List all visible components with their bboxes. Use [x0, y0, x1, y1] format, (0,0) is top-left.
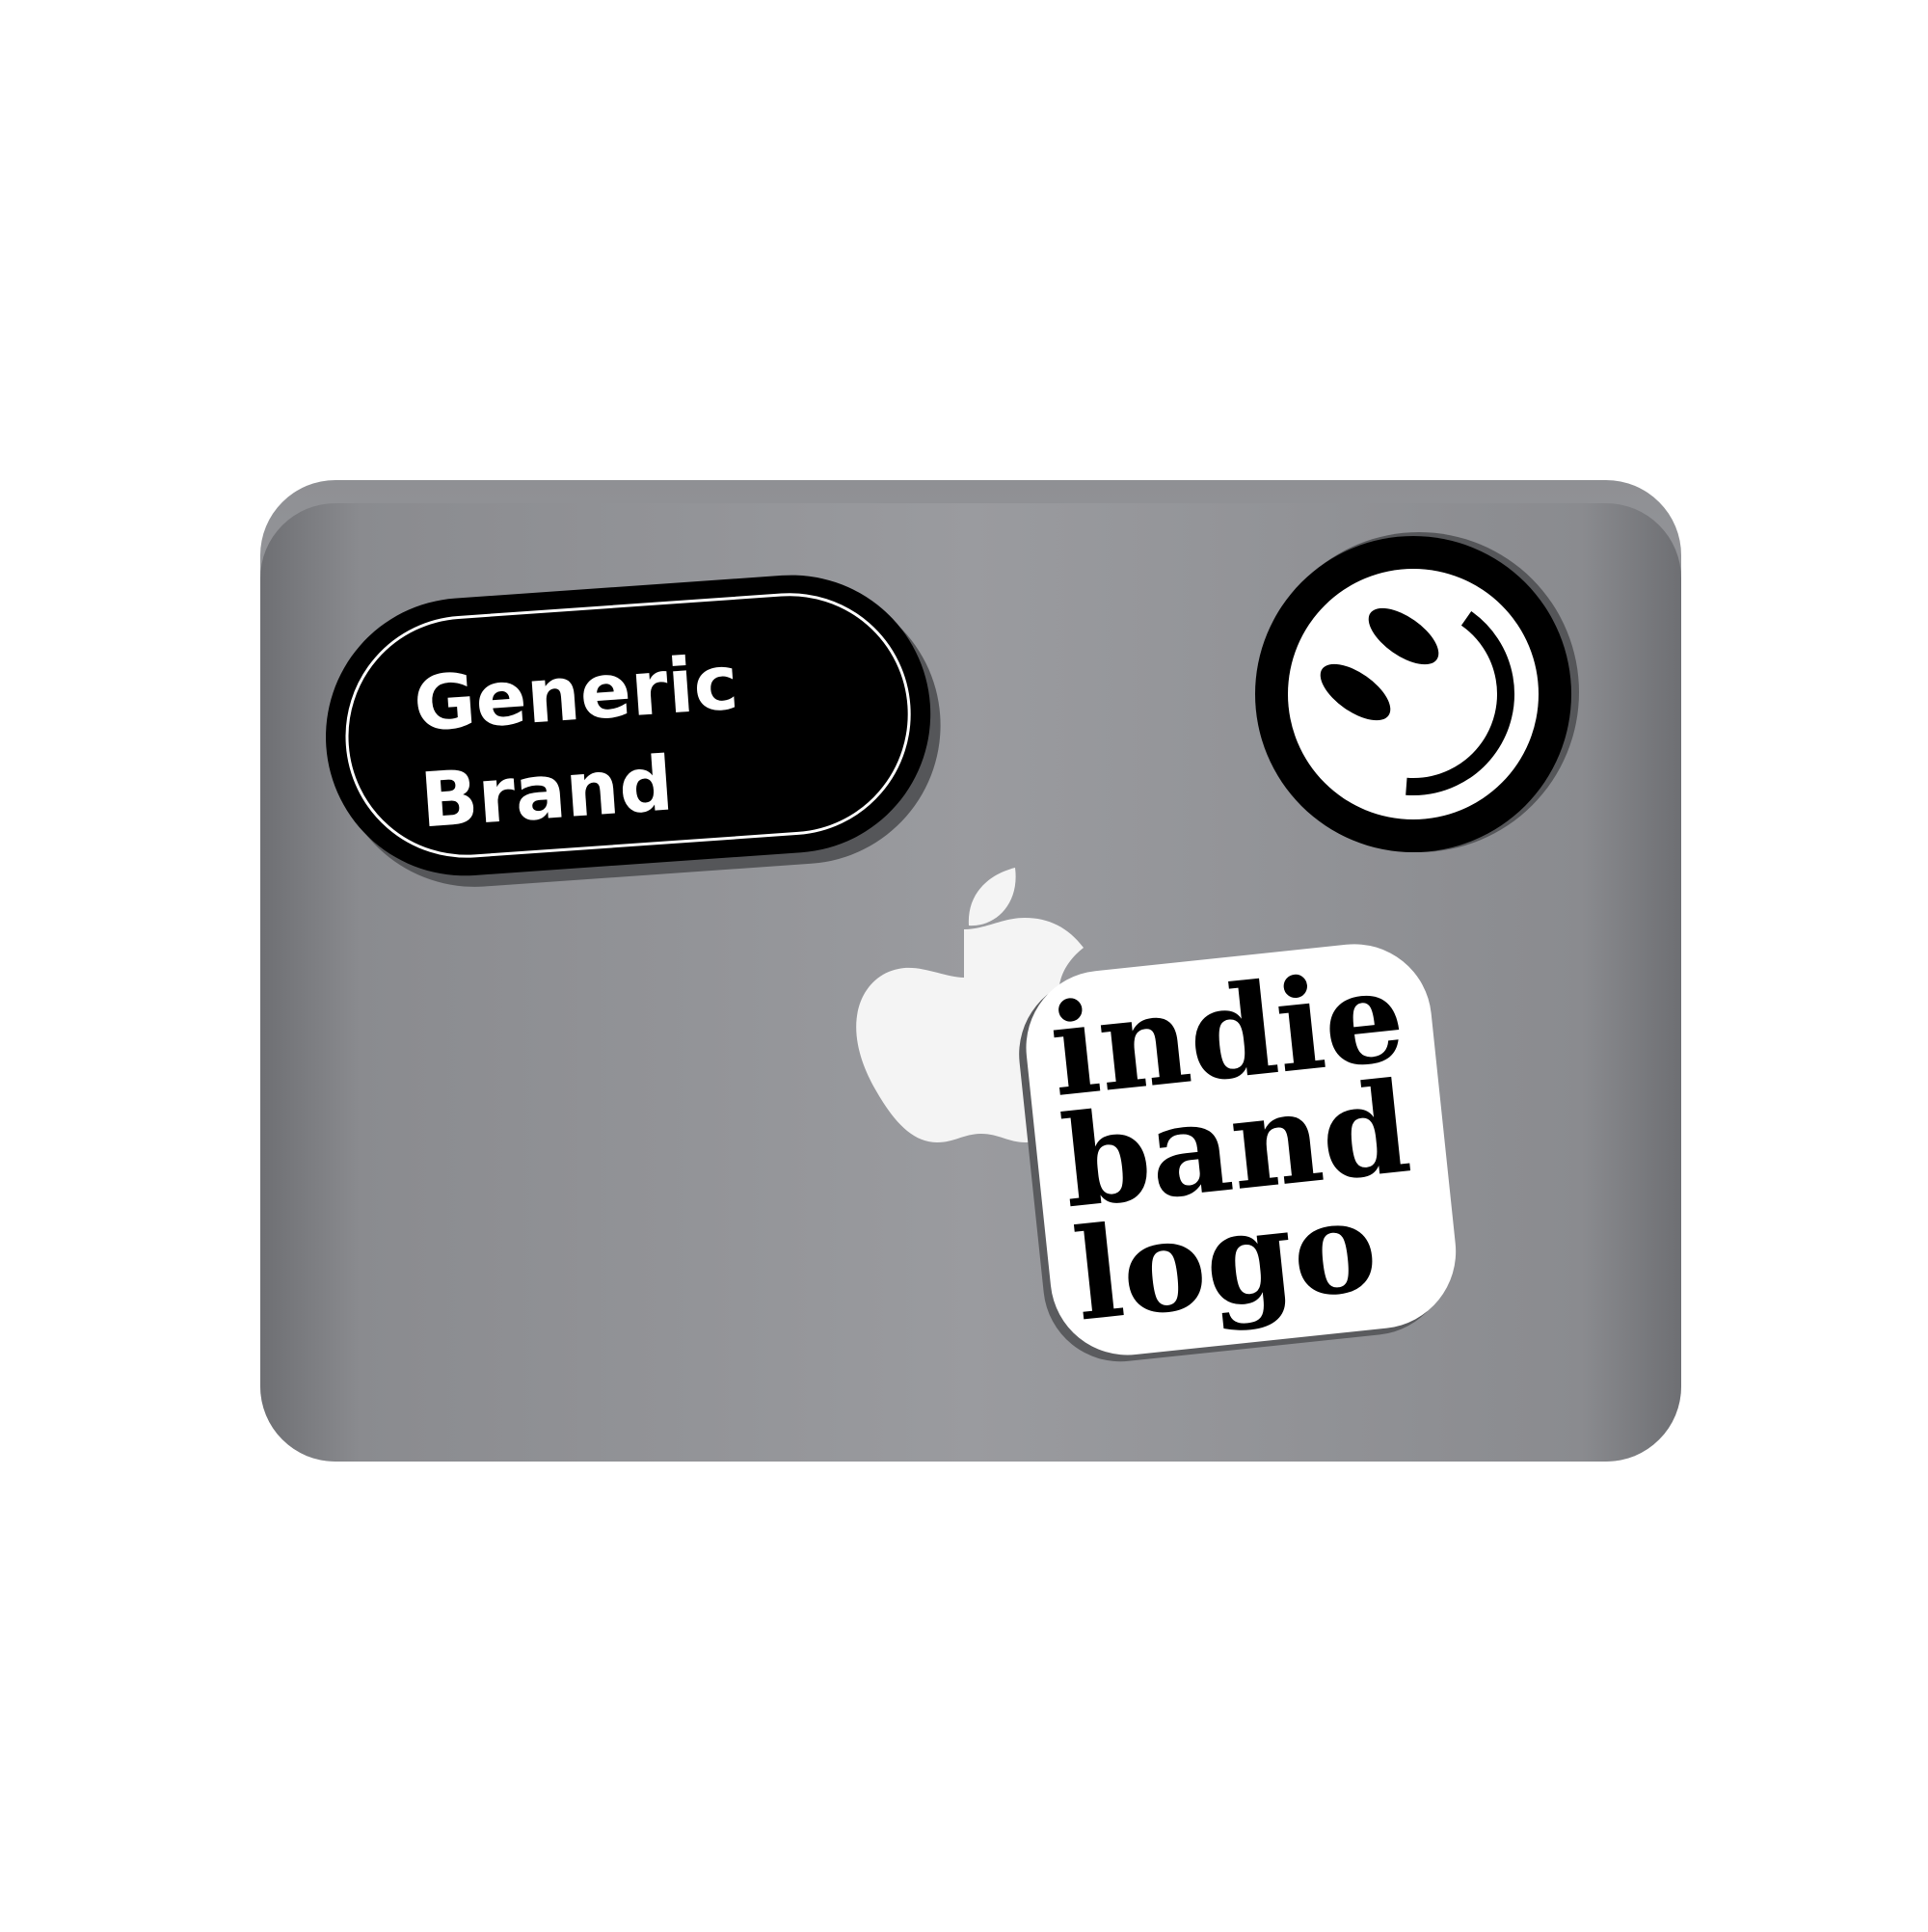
indie-band-sticker: indie band logo — [1019, 941, 1457, 1362]
generic-brand-sticker: Generic Brand — [326, 575, 941, 887]
winking-smiley-icon — [1312, 593, 1514, 795]
indie-band-line2: band — [1056, 1054, 1417, 1237]
generic-brand-line2: Brand — [417, 740, 676, 845]
smiley-sticker — [1255, 532, 1579, 852]
indie-band-line3: logo — [1067, 1171, 1383, 1350]
indie-band-line1: indie — [1044, 941, 1411, 1125]
